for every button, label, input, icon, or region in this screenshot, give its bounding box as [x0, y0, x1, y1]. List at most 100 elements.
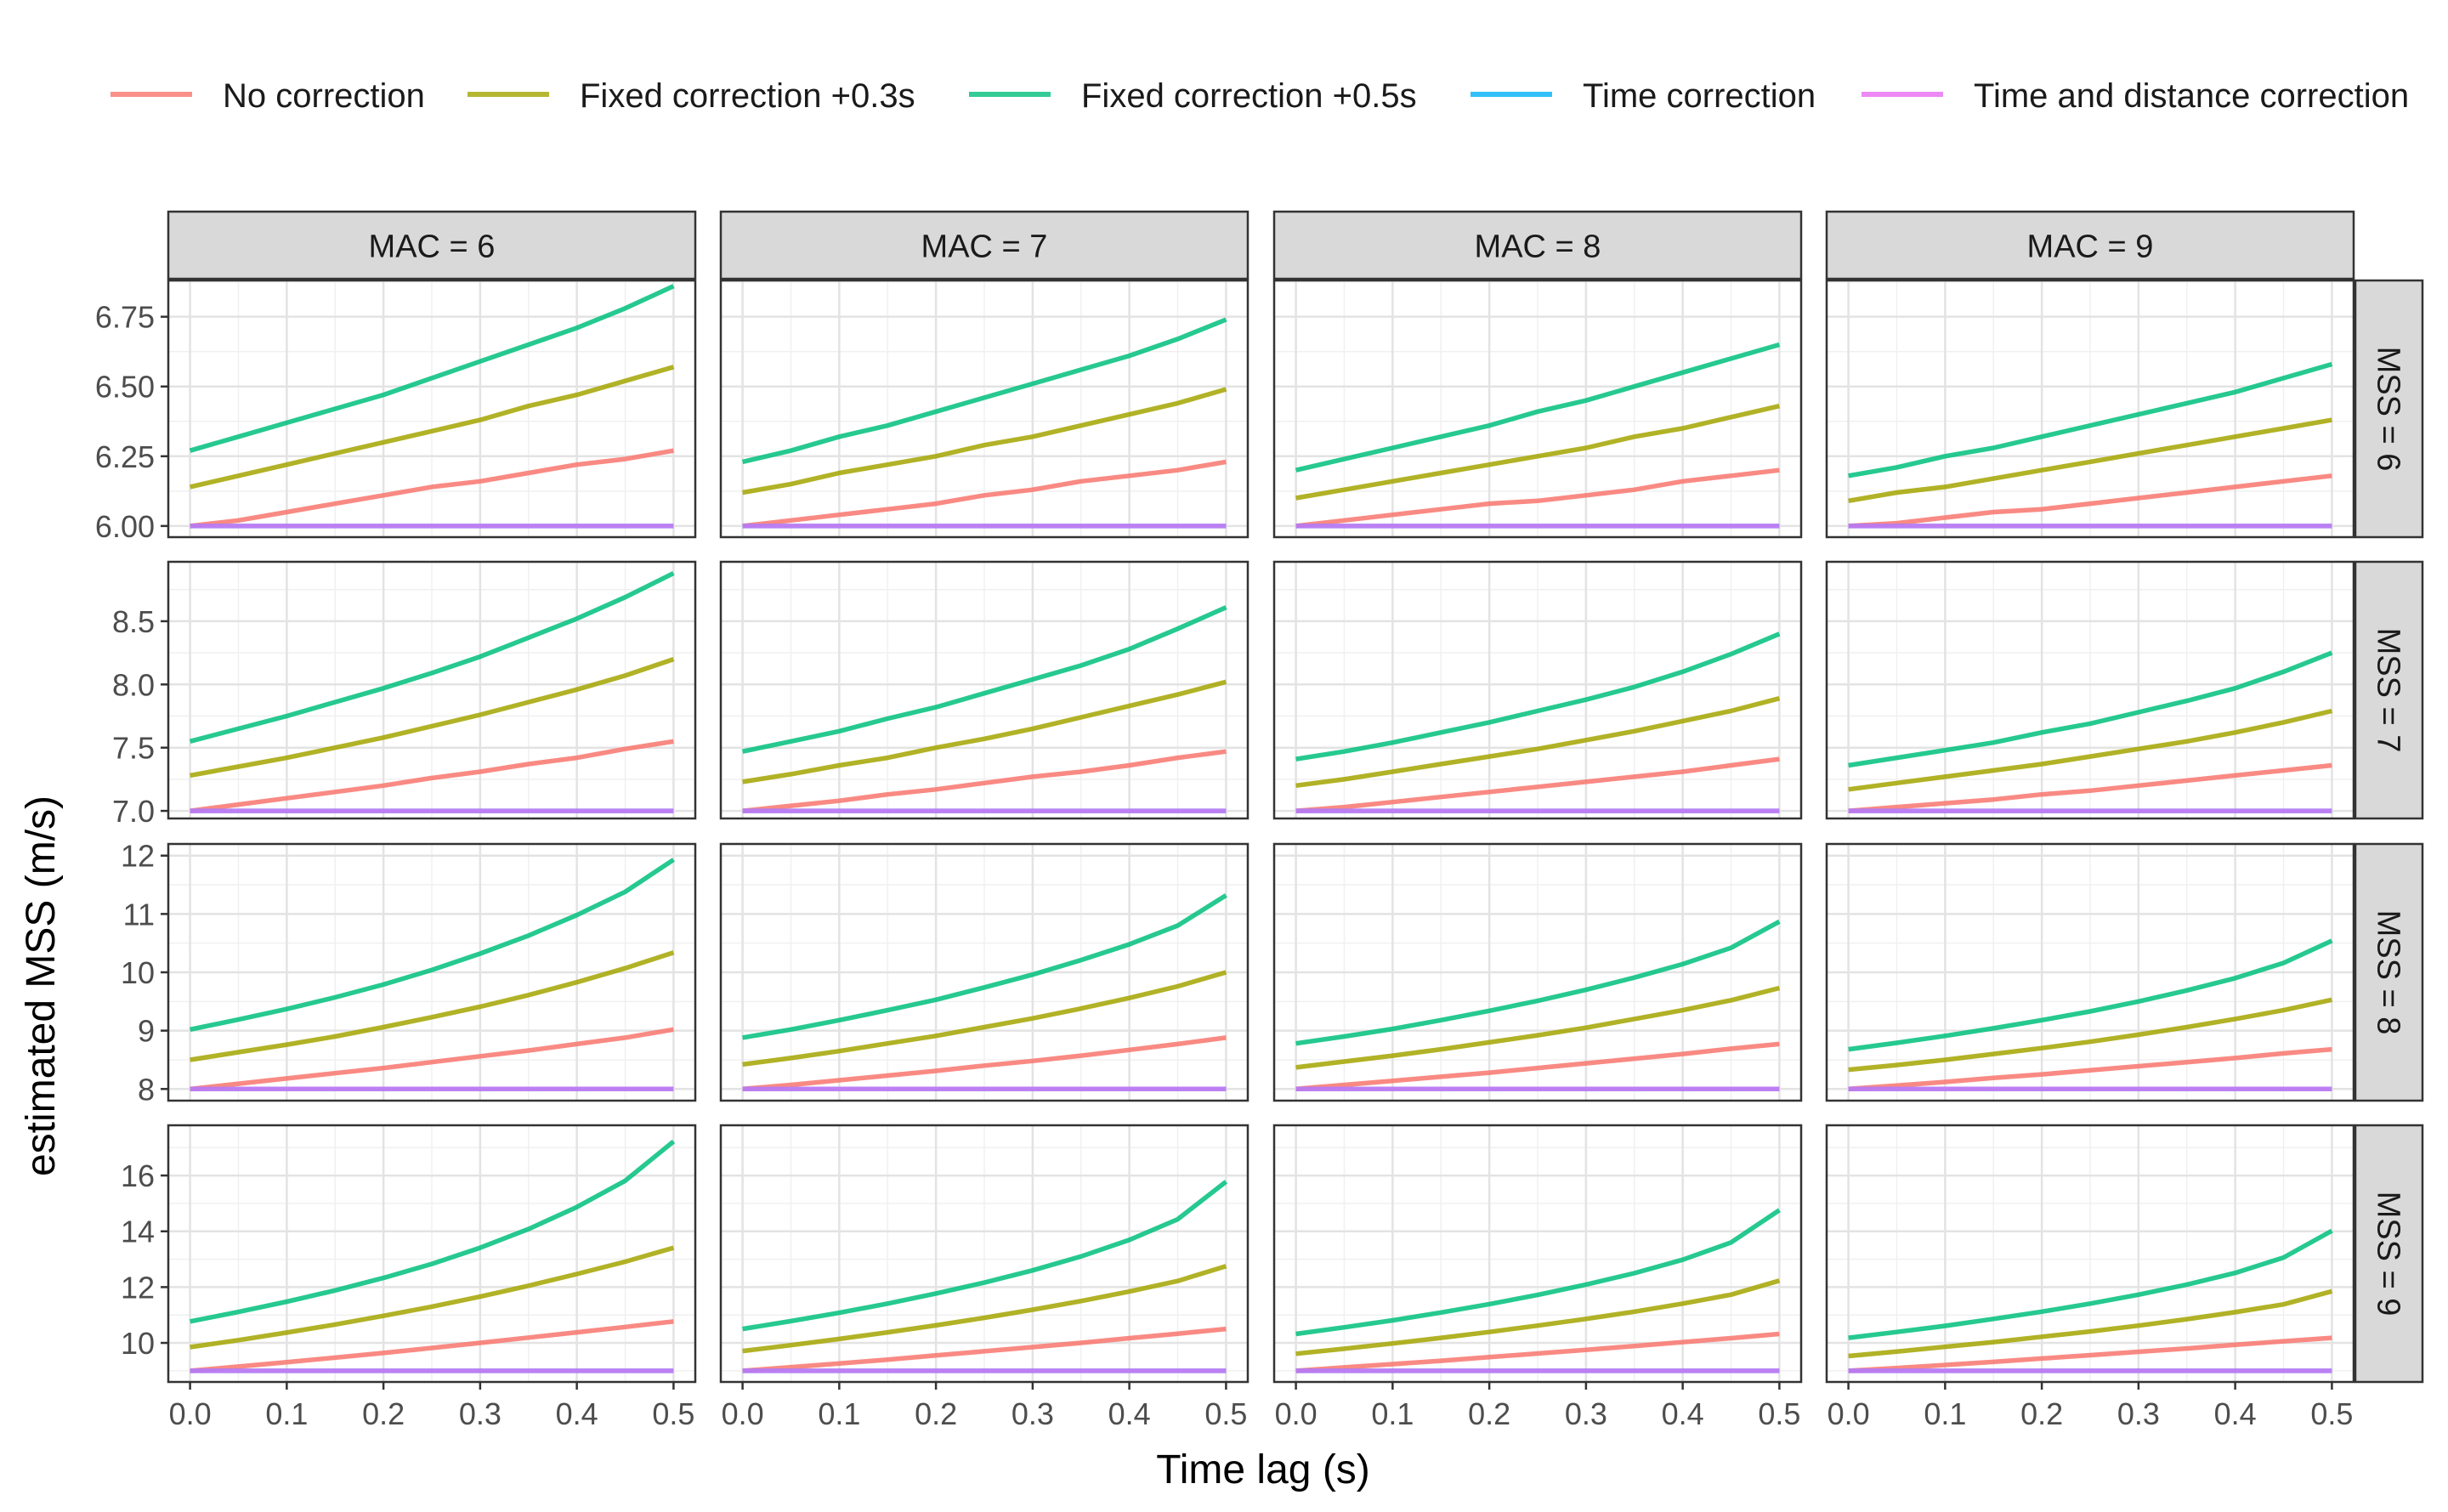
- x-axis: 0.0 0.1 0.2 0.3 0.4 0.5: [722, 1382, 1247, 1431]
- series-line: [742, 387, 1227, 496]
- x-tick-label: 0.0: [1828, 1396, 1870, 1431]
- facet-panel: [167, 560, 697, 820]
- series-line: [1848, 417, 2332, 504]
- panel-border: [1825, 842, 2355, 1102]
- series-line: [1848, 1335, 2332, 1373]
- x-tick-label: 0.4: [1108, 1396, 1151, 1431]
- x-tick-label: 0.1: [1924, 1396, 1966, 1431]
- chart-legend: No correction Fixed correction +0.3s Fixed…: [110, 77, 2409, 115]
- panel-border: [167, 560, 697, 820]
- series-line: [1848, 1288, 2333, 1359]
- panel-border: [719, 842, 1250, 1102]
- column-strip: MAC = 7: [719, 210, 1250, 280]
- row-strip-label: MSS = 7: [2371, 628, 2406, 753]
- x-tick-label: 0.0: [1275, 1396, 1318, 1431]
- panel-border: [1825, 560, 2355, 820]
- y-axis: 10 12 14 16: [121, 1158, 168, 1361]
- series-line: [190, 656, 675, 779]
- x-axis: 0.0 0.1 0.2 0.3 0.4 0.5: [1828, 1382, 2353, 1431]
- y-tick-label: 11: [123, 897, 155, 932]
- x-tick-label: 0.5: [1204, 1396, 1247, 1431]
- y-tick-label: 6.25: [95, 439, 155, 474]
- series-line: [742, 1035, 1227, 1092]
- facet-panel: [719, 842, 1250, 1102]
- row-strip-label: MSS = 6: [2371, 347, 2406, 472]
- facet-panel: [167, 842, 697, 1102]
- column-strip: MAC = 6: [167, 210, 697, 280]
- y-axis-label: estimated MSS (m/s): [19, 796, 64, 1176]
- column-strip: MAC = 9: [1825, 210, 2355, 280]
- series-line: [742, 1180, 1228, 1332]
- y-tick-label: 16: [121, 1158, 155, 1193]
- facet-panel: [1825, 1124, 2355, 1384]
- series-line: [190, 1319, 674, 1373]
- panel-border: [1272, 842, 1803, 1102]
- series-line: [1295, 1331, 1780, 1373]
- panel-border: [719, 1124, 1250, 1384]
- y-tick-label: 8.5: [112, 604, 155, 639]
- y-tick-label: 14: [121, 1215, 155, 1249]
- legend-label: Fixed correction +0.3s: [580, 77, 915, 115]
- y-tick-label: 9: [138, 1014, 155, 1049]
- series-line: [1295, 756, 1780, 813]
- x-tick-label: 0.4: [556, 1396, 598, 1431]
- series-line: [190, 1245, 675, 1350]
- y-tick-label: 10: [121, 1326, 155, 1361]
- x-tick-label: 0.4: [2214, 1396, 2257, 1431]
- series-line: [190, 858, 675, 1032]
- facet-panel: [167, 279, 697, 539]
- panel-border: [719, 560, 1250, 820]
- panel-border: [1825, 279, 2355, 539]
- x-tick-label: 0.3: [2117, 1396, 2160, 1431]
- series-line: [1848, 938, 2333, 1052]
- legend-label: Fixed correction +0.5s: [1081, 77, 1417, 115]
- series-line: [1295, 985, 1781, 1070]
- legend-label: No correction: [223, 77, 425, 115]
- panel-border: [1825, 1124, 2355, 1384]
- legend-item: Time and distance correction: [1862, 77, 2409, 115]
- facet-panel: [1825, 842, 2355, 1102]
- series-line: [1848, 997, 2332, 1073]
- legend-label: Time correction: [1583, 77, 1816, 115]
- series-line: [742, 970, 1227, 1067]
- legend-item: Time correction: [1470, 77, 1816, 115]
- row-strip: MSS = 6: [2354, 279, 2424, 539]
- row-strip-label: MSS = 9: [2371, 1192, 2406, 1317]
- column-strip-label: MAC = 9: [2027, 229, 2154, 265]
- x-tick-label: 0.5: [652, 1396, 694, 1431]
- column-facet-strips: MAC = 6 MAC = 7 MAC = 8 MAC = 9: [167, 210, 2355, 280]
- series-line: [190, 448, 674, 529]
- x-tick-label: 0.3: [1565, 1396, 1607, 1431]
- row-strip: MSS = 9: [2354, 1124, 2424, 1384]
- x-tick-label: 0.4: [1662, 1396, 1704, 1431]
- column-strip-label: MAC = 7: [921, 229, 1048, 265]
- y-tick-label: 7.5: [112, 731, 155, 766]
- facet-panel: [1272, 560, 1803, 820]
- y-tick-label: 7.0: [112, 794, 155, 829]
- legend-item: No correction: [110, 77, 425, 115]
- series-line: [1295, 696, 1781, 789]
- series-line: [742, 679, 1227, 784]
- series-line: [190, 950, 675, 1062]
- facet-panel: [167, 1124, 697, 1384]
- series-line: [1295, 467, 1780, 529]
- series-line: [189, 570, 675, 744]
- y-tick-label: 12: [121, 1270, 155, 1305]
- facet-panel: [1825, 560, 2355, 820]
- x-tick-label: 0.5: [1758, 1396, 1800, 1431]
- x-tick-label: 0.1: [1371, 1396, 1414, 1431]
- x-tick-label: 0.3: [459, 1396, 502, 1431]
- x-tick-label: 0.2: [1468, 1396, 1510, 1431]
- x-axis-label: Time lag (s): [1156, 1447, 1370, 1492]
- facet-panel: [719, 1124, 1250, 1384]
- x-tick-label: 0.5: [2310, 1396, 2353, 1431]
- column-strip: MAC = 8: [1272, 210, 1803, 280]
- legend-item: Fixed correction +0.5s: [969, 77, 1417, 115]
- series-line: [742, 749, 1227, 813]
- y-axes: 6.00 6.25 6.50 6.75 7.0 7.5 8.0 8.5 8 9 10 11 12 10 12…: [95, 300, 168, 1361]
- facet-panel: [719, 279, 1250, 539]
- row-strip: MSS = 7: [2354, 560, 2424, 820]
- series-line: [190, 1139, 676, 1324]
- facet-panel: [1272, 1124, 1803, 1384]
